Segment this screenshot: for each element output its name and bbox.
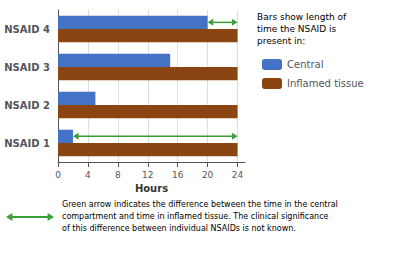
svg-text:12: 12 — [142, 170, 153, 180]
svg-text:16: 16 — [172, 170, 184, 180]
svg-text:NSAID 4: NSAID 4 — [4, 24, 50, 35]
svg-text:Green arrow indicates the diff: Green arrow indicates the difference bet… — [62, 200, 338, 209]
svg-text:20: 20 — [202, 170, 214, 180]
svg-text:time the NSAID is: time the NSAID is — [257, 24, 337, 34]
svg-text:4: 4 — [85, 170, 91, 180]
svg-text:0: 0 — [55, 170, 61, 180]
svg-text:of this difference between ind: of this difference between individual NS… — [62, 224, 296, 233]
svg-text:NSAID 1: NSAID 1 — [4, 138, 50, 149]
svg-text:8: 8 — [115, 170, 121, 180]
svg-text:present in:: present in: — [257, 36, 305, 46]
svg-text:Inflamed tissue: Inflamed tissue — [287, 78, 364, 89]
svg-text:Central: Central — [287, 59, 323, 70]
svg-text:Bars show length of: Bars show length of — [257, 12, 347, 22]
svg-text:NSAID 2: NSAID 2 — [4, 100, 50, 111]
svg-text:Hours: Hours — [135, 183, 168, 194]
svg-text:24: 24 — [232, 170, 244, 180]
svg-text:NSAID 3: NSAID 3 — [4, 62, 50, 73]
svg-text:compartment and time in inflam: compartment and time in inflamed tissue.… — [62, 212, 329, 221]
